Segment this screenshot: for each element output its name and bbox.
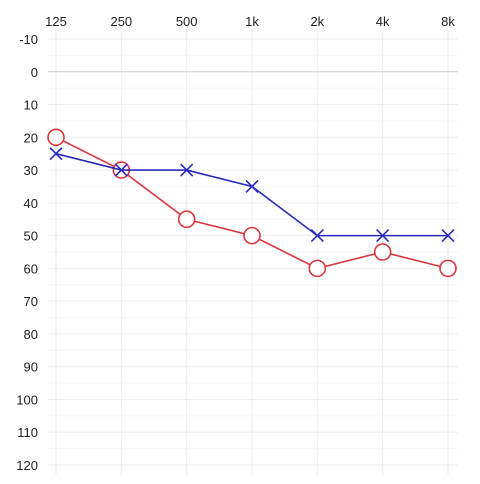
- x-tick-label: 4k: [376, 14, 390, 29]
- x-tick-label: 500: [176, 14, 198, 29]
- y-axis-tick-labels: -10 0 10 20 30 40 50 60 70 80 90 100 110 120: [16, 32, 38, 473]
- y-tick-label: 40: [24, 196, 38, 211]
- cross-marker: [310, 229, 324, 243]
- x-axis-tick-labels: 125 250 500 1k 2k 4k 8k: [45, 14, 455, 29]
- circle-marker: [439, 259, 457, 278]
- y-tick-label: 100: [16, 392, 38, 407]
- y-tick-label: 70: [24, 294, 38, 309]
- y-tick-label: 50: [24, 229, 38, 244]
- cross-marker: [245, 179, 259, 194]
- chart-series: [47, 128, 457, 278]
- cross-marker: [441, 229, 455, 243]
- circle-marker: [243, 226, 261, 245]
- y-tick-label: 60: [24, 261, 38, 276]
- x-tick-label: 8k: [441, 14, 455, 29]
- y-tick-label: 0: [31, 65, 38, 80]
- cross-marker: [180, 163, 194, 177]
- y-tick-label: -10: [19, 32, 38, 47]
- circle-marker: [177, 210, 196, 229]
- y-tick-label: 120: [16, 458, 38, 473]
- circle-marker: [308, 259, 327, 278]
- y-tick-label: 20: [24, 130, 38, 145]
- chart-grid: [48, 29, 458, 475]
- x-tick-label: 1k: [245, 14, 259, 29]
- x-tick-label: 250: [110, 14, 132, 29]
- cross-marker: [49, 147, 63, 161]
- circle-marker: [47, 128, 65, 147]
- x-tick-label: 125: [45, 14, 67, 29]
- y-tick-label: 10: [24, 98, 38, 113]
- circle-marker: [373, 243, 392, 261]
- cross-marker: [114, 163, 128, 177]
- y-tick-label: 110: [17, 425, 38, 440]
- cross-marker: [376, 229, 390, 243]
- y-tick-label: 80: [24, 327, 38, 342]
- y-tick-label: 30: [24, 163, 38, 178]
- y-tick-label: 90: [24, 360, 38, 375]
- x-tick-label: 2k: [310, 14, 324, 29]
